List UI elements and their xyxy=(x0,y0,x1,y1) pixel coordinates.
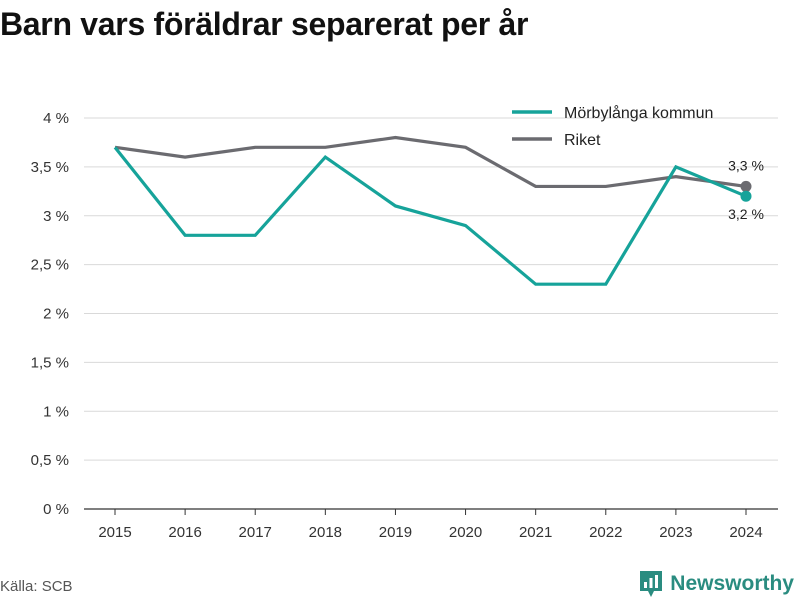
x-tick-label: 2017 xyxy=(239,524,272,541)
series-line-0 xyxy=(113,146,747,286)
x-tick-label: 2020 xyxy=(449,524,482,541)
legend-label: Riket xyxy=(564,132,601,149)
chart-title: Barn vars föräldrar separerat per år xyxy=(0,6,529,42)
x-tick-label: 2024 xyxy=(729,524,762,541)
end-label-morbylanga: 3,2 % xyxy=(728,206,764,222)
source-label: Källa: SCB xyxy=(0,578,73,595)
grid-lines xyxy=(84,117,778,510)
y-tick-label: 4 % xyxy=(43,110,69,127)
x-tick-label: 2019 xyxy=(379,524,412,541)
legend-label: Mörbylånga kommun xyxy=(564,104,713,122)
y-tick-label: 1 % xyxy=(43,403,69,420)
x-tick-label: 2022 xyxy=(589,524,622,541)
newsworthy-logo-icon xyxy=(640,571,663,597)
series-endpoint-1 xyxy=(740,180,752,192)
brand-logo[interactable]: Newsworthy xyxy=(638,570,794,598)
y-tick-label: 3,5 % xyxy=(31,159,69,176)
end-labels: 3,3 % 3,2 % xyxy=(728,157,764,222)
x-tick-label: 2021 xyxy=(519,524,552,541)
y-tick-label: 0 % xyxy=(43,501,69,518)
x-axis-ticks: 2015 2016 2017 2018 2019 2020 2021 2022 2023 2024 xyxy=(98,509,763,541)
end-label-riket: 3,3 % xyxy=(728,157,764,173)
y-tick-label: 3 % xyxy=(43,208,69,225)
x-tick-label: 2018 xyxy=(309,524,342,541)
x-tick-label: 2016 xyxy=(168,524,201,541)
legend: Mörbylånga kommun Riket xyxy=(512,104,713,149)
x-tick-label: 2015 xyxy=(98,524,131,541)
y-tick-label: 2,5 % xyxy=(31,257,69,274)
x-tick-label: 2023 xyxy=(659,524,692,541)
series-lines xyxy=(113,135,752,286)
series-endpoint-0 xyxy=(740,190,752,202)
series-line-1 xyxy=(114,135,747,189)
y-axis-ticks: 0 % 0,5 % 1 % 1,5 % 2 % 2,5 % 3 % 3,5 % 4 % xyxy=(31,110,69,518)
y-tick-label: 0,5 % xyxy=(31,452,69,469)
y-tick-label: 1,5 % xyxy=(31,354,69,371)
brand-name: Newsworthy xyxy=(670,572,794,595)
y-tick-label: 2 % xyxy=(43,306,69,323)
